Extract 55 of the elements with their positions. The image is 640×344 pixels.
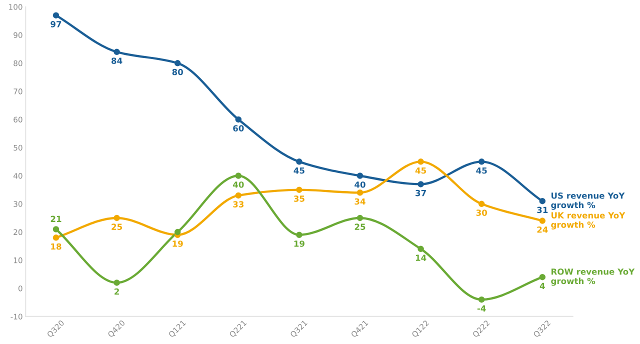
point xyxy=(418,158,424,165)
point xyxy=(418,246,424,252)
data-label: 45 xyxy=(476,167,487,174)
data-label: 84 xyxy=(112,58,122,64)
point xyxy=(539,274,546,280)
data-label: 25 xyxy=(112,224,122,230)
data-label: 25 xyxy=(354,224,366,230)
point xyxy=(539,198,546,204)
point xyxy=(235,192,242,199)
data-label: 97 xyxy=(50,21,62,28)
data-label: 14 xyxy=(416,254,426,261)
point xyxy=(52,234,60,241)
point xyxy=(235,116,242,123)
point xyxy=(296,186,302,193)
series-label: UK revenue YoY growth % xyxy=(551,212,626,230)
series-label: US revenue YoY growth % xyxy=(551,192,625,210)
data-label: 45 xyxy=(294,167,304,174)
series-label: ROW revenue YoY growth % xyxy=(551,268,635,286)
point xyxy=(235,172,242,179)
point xyxy=(356,172,364,179)
point xyxy=(418,181,424,188)
point xyxy=(114,280,120,286)
data-label: 21 xyxy=(50,216,62,222)
data-label: 33 xyxy=(233,201,244,208)
data-label: -4 xyxy=(477,305,486,312)
point xyxy=(296,232,302,238)
data-label: 30 xyxy=(476,210,487,216)
point xyxy=(356,190,364,196)
point xyxy=(114,48,120,56)
point xyxy=(174,228,181,236)
data-label: 80 xyxy=(172,68,183,76)
data-label: 19 xyxy=(172,240,183,247)
point xyxy=(478,296,485,303)
data-label: 37 xyxy=(416,190,426,196)
point xyxy=(52,226,60,232)
point xyxy=(52,12,60,18)
data-label: 35 xyxy=(294,196,304,202)
data-label: 4 xyxy=(540,282,545,289)
data-label: 40 xyxy=(354,181,366,188)
point xyxy=(478,158,485,165)
data-label: 31 xyxy=(537,206,548,214)
point xyxy=(174,60,181,66)
data-label: 60 xyxy=(233,125,244,132)
data-label: 19 xyxy=(294,240,304,247)
data-label: 45 xyxy=(415,167,426,174)
point xyxy=(296,158,302,165)
data-label: 24 xyxy=(537,226,548,233)
data-label: 34 xyxy=(354,198,366,205)
data-label: 18 xyxy=(51,243,62,250)
point xyxy=(539,218,546,224)
point xyxy=(356,214,364,222)
data-label: 2 xyxy=(114,288,119,295)
data-label: 40 xyxy=(232,181,244,188)
point xyxy=(114,214,120,222)
point xyxy=(478,200,485,208)
